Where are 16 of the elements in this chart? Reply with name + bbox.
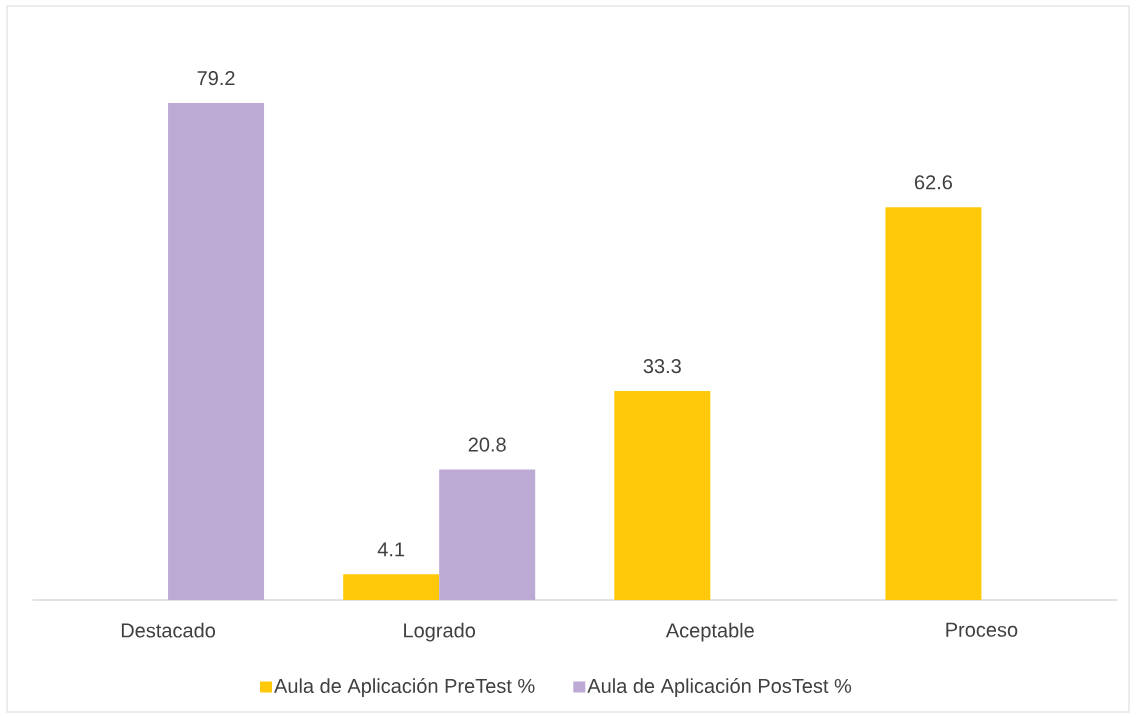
data-label: 62.6 <box>914 175 953 190</box>
x-tick-label: Destacado <box>121 622 216 638</box>
bar <box>614 391 711 600</box>
bar <box>343 574 440 600</box>
data-label: 4.1 <box>377 542 405 557</box>
legend-label: Aula de Aplicación PosTest % <box>587 678 852 697</box>
data-label: 20.8 <box>468 437 506 452</box>
x-tick-label: Logrado <box>404 622 476 642</box>
bar <box>439 469 536 600</box>
data-label: 33.3 <box>643 359 681 374</box>
x-tick-label: Proceso <box>946 622 1018 637</box>
data-label: 79.2 <box>197 71 235 86</box>
legend-label: Aula de Aplicación PreTest % <box>274 678 535 697</box>
x-tick-label: Aceptable <box>665 622 754 642</box>
bar <box>885 207 982 600</box>
bar <box>168 103 265 600</box>
